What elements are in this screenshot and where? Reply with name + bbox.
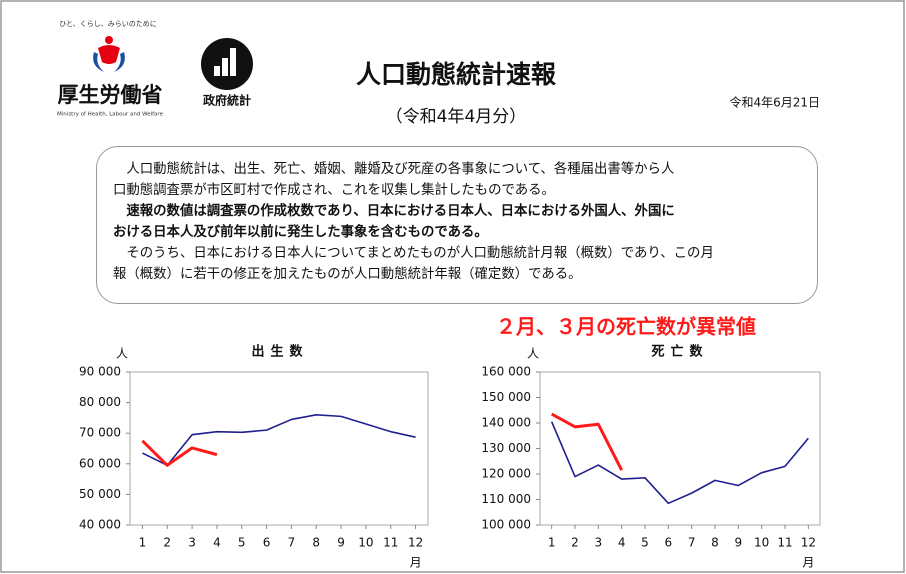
notice-line: 速報の数値は調査票の作成枚数であり、日本における日本人、日本における外国人、外国… xyxy=(126,204,675,219)
x-tick-label: 5 xyxy=(641,536,649,550)
notice-line: 口動態調査票が市区町村で作成され、これを収集し集計したものである。 xyxy=(113,183,555,198)
series-line xyxy=(142,414,416,467)
ministry-name-en: Ministry of Health, Labour and Welfare xyxy=(57,112,164,118)
plot-frame xyxy=(539,371,821,526)
x-tick-label: 12 xyxy=(408,536,423,550)
gov-stats-logo xyxy=(201,38,253,90)
x-tick-label: 2 xyxy=(163,536,171,550)
y-tick-label: 120 000 xyxy=(481,467,531,481)
y-axis-unit: 人 xyxy=(527,347,539,361)
y-tick-label: 150 000 xyxy=(481,390,531,404)
y-tick-label: 80 000 xyxy=(79,395,121,409)
tagline: ひと、くらし、みらいのために xyxy=(59,20,157,28)
ministry-name: 厚生労働省 xyxy=(58,83,163,107)
notice-box: 人口動態統計は、出生、死亡、婚姻、離婚及び死産の各事象について、各種届出書等から… xyxy=(96,146,818,304)
x-tick-label: 7 xyxy=(688,536,696,550)
series-line xyxy=(141,439,218,467)
y-tick-label: 70 000 xyxy=(79,426,121,440)
chart-title: 死亡数 xyxy=(651,344,708,360)
y-tick-label: 110 000 xyxy=(481,492,531,506)
annotation: ２月、３月の死亡数が異常値 xyxy=(496,315,756,339)
x-tick-label: 8 xyxy=(711,536,719,550)
x-tick-label: 3 xyxy=(188,536,196,550)
x-tick-label: 12 xyxy=(801,536,816,550)
x-tick-label: 2 xyxy=(571,536,579,550)
y-tick-label: 40 000 xyxy=(79,518,121,532)
x-tick-label: 1 xyxy=(139,536,147,550)
x-tick-label: 6 xyxy=(665,536,673,550)
series-line xyxy=(550,421,809,505)
y-tick-label: 160 000 xyxy=(481,365,531,379)
x-tick-label: 6 xyxy=(263,536,271,550)
title: 人口動態統計速報 xyxy=(356,60,557,89)
x-tick-label: 8 xyxy=(312,536,320,550)
y-tick-label: 100 000 xyxy=(481,518,531,532)
y-tick-label: 90 000 xyxy=(79,365,121,379)
x-tick-label: 1 xyxy=(548,536,556,550)
notice-line: 人口動態統計は、出生、死亡、婚姻、離婚及び死産の各事象について、各種届出書等から… xyxy=(126,162,675,177)
y-axis-unit: 人 xyxy=(116,347,128,361)
y-tick-label: 50 000 xyxy=(79,487,121,501)
x-axis-unit: 月 xyxy=(802,556,814,570)
x-axis-unit: 月 xyxy=(410,556,422,570)
notice-line: 報（概数）に若干の修正を加えたものが人口動態統計年報（確定数）である。 xyxy=(113,267,582,282)
x-tick-label: 11 xyxy=(383,536,398,550)
y-tick-label: 140 000 xyxy=(481,416,531,430)
subtitle: （令和4年4月分） xyxy=(386,107,527,127)
x-tick-label: 9 xyxy=(735,536,743,550)
series-line xyxy=(550,412,624,471)
x-tick-label: 4 xyxy=(213,536,221,550)
x-tick-label: 5 xyxy=(238,536,246,550)
mhlw-logo xyxy=(93,36,125,72)
x-tick-label: 10 xyxy=(358,536,373,550)
x-tick-label: 7 xyxy=(288,536,296,550)
x-tick-label: 3 xyxy=(595,536,603,550)
notice-line: おける日本人及び前年以前に発生した事象を含むものである。 xyxy=(113,225,488,240)
stats-logo-text: 政府統計 xyxy=(203,93,251,108)
notice-line: そのうち、日本における日本人についてまとめたものが人口動態統計月報（概数）であり… xyxy=(126,246,714,261)
y-tick-label: 60 000 xyxy=(79,456,121,470)
y-tick-label: 130 000 xyxy=(481,441,531,455)
chart-title: 出生数 xyxy=(251,344,308,360)
x-tick-label: 10 xyxy=(754,536,769,550)
date: 令和4年6月21日 xyxy=(729,95,820,110)
x-tick-label: 11 xyxy=(777,536,792,550)
x-tick-label: 4 xyxy=(618,536,626,550)
plot-frame xyxy=(129,371,429,526)
x-tick-label: 9 xyxy=(337,536,345,550)
